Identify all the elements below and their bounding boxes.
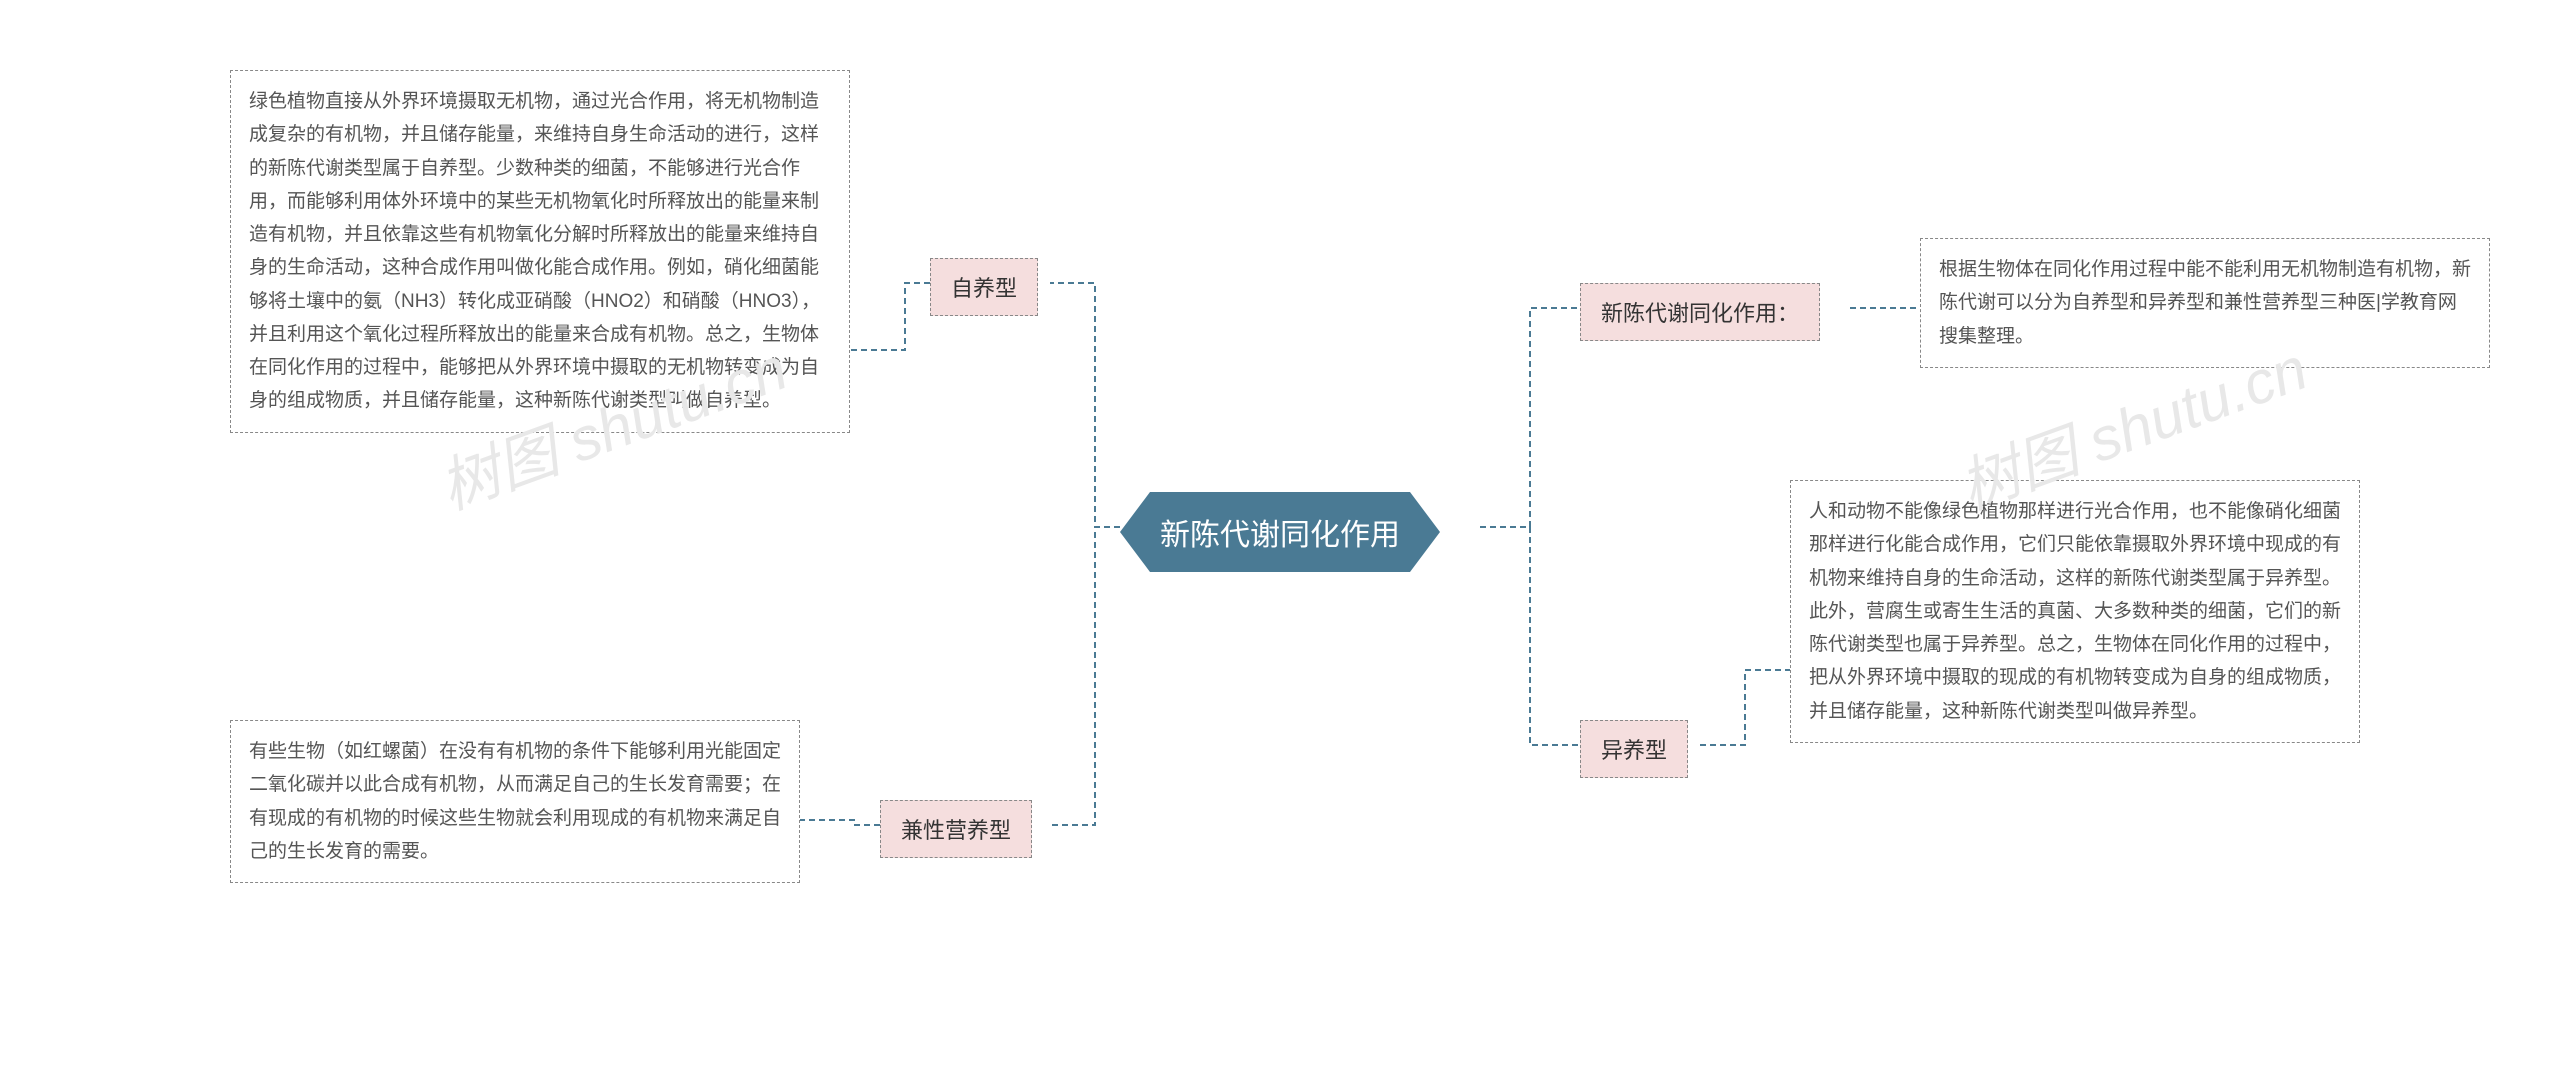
leaf-heterotrophic: 人和动物不能像绿色植物那样进行光合作用，也不能像硝化细菌那样进行化能合成作用，它… [1790, 480, 2360, 743]
leaf-intro-text: 根据生物体在同化作用过程中能不能利用无机物制造有机物，新陈代谢可以分为自养型和异… [1939, 259, 2471, 347]
branch-facultative: 兼性营养型 [880, 800, 1032, 858]
leaf-autotrophic-text: 绿色植物直接从外界环境摄取无机物，通过光合作用，将无机物制造成复杂的有机物，并且… [249, 91, 820, 411]
leaf-facultative-text: 有些生物（如红螺菌）在没有有机物的条件下能够利用光能固定二氧化碳并以此合成有机物… [249, 741, 781, 862]
branch-autotrophic: 自养型 [930, 258, 1038, 316]
branch-facultative-label: 兼性营养型 [901, 818, 1011, 843]
branch-intro-label: 新陈代谢同化作用： [1601, 301, 1799, 326]
center-label: 新陈代谢同化作用 [1160, 519, 1400, 552]
leaf-facultative: 有些生物（如红螺菌）在没有有机物的条件下能够利用光能固定二氧化碳并以此合成有机物… [230, 720, 800, 883]
leaf-heterotrophic-text: 人和动物不能像绿色植物那样进行光合作用，也不能像硝化细菌那样进行化能合成作用，它… [1809, 501, 2341, 722]
leaf-autotrophic: 绿色植物直接从外界环境摄取无机物，通过光合作用，将无机物制造成复杂的有机物，并且… [230, 70, 850, 433]
branch-heterotrophic: 异养型 [1580, 720, 1688, 778]
leaf-intro: 根据生物体在同化作用过程中能不能利用无机物制造有机物，新陈代谢可以分为自养型和异… [1920, 238, 2490, 368]
branch-intro: 新陈代谢同化作用： [1580, 283, 1820, 341]
center-node: 新陈代谢同化作用 [1120, 492, 1440, 572]
branch-autotrophic-label: 自养型 [951, 276, 1017, 301]
branch-heterotrophic-label: 异养型 [1601, 738, 1667, 763]
